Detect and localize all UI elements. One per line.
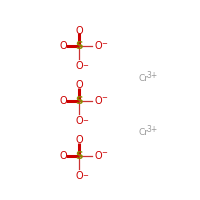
Text: 3+: 3+ [146, 125, 157, 134]
Text: O: O [60, 96, 67, 106]
Text: Cr: Cr [138, 74, 148, 83]
Text: O: O [94, 41, 102, 51]
Text: O: O [75, 26, 83, 36]
Text: −: − [101, 95, 107, 101]
Text: O: O [75, 80, 83, 90]
Text: S: S [76, 151, 83, 161]
Text: −: − [101, 150, 107, 156]
Text: O: O [60, 41, 67, 51]
Text: −: − [83, 173, 89, 179]
Text: O: O [75, 61, 83, 71]
Text: O: O [60, 151, 67, 161]
Text: O: O [94, 96, 102, 106]
Text: O: O [75, 116, 83, 126]
Text: −: − [83, 63, 89, 69]
Text: Cr: Cr [138, 128, 148, 137]
Text: O: O [75, 171, 83, 181]
Text: 3+: 3+ [146, 71, 157, 80]
Text: O: O [75, 135, 83, 145]
Text: O: O [94, 151, 102, 161]
Text: S: S [76, 41, 83, 51]
Text: −: − [83, 118, 89, 124]
Text: −: − [101, 41, 107, 47]
Text: S: S [76, 96, 83, 106]
